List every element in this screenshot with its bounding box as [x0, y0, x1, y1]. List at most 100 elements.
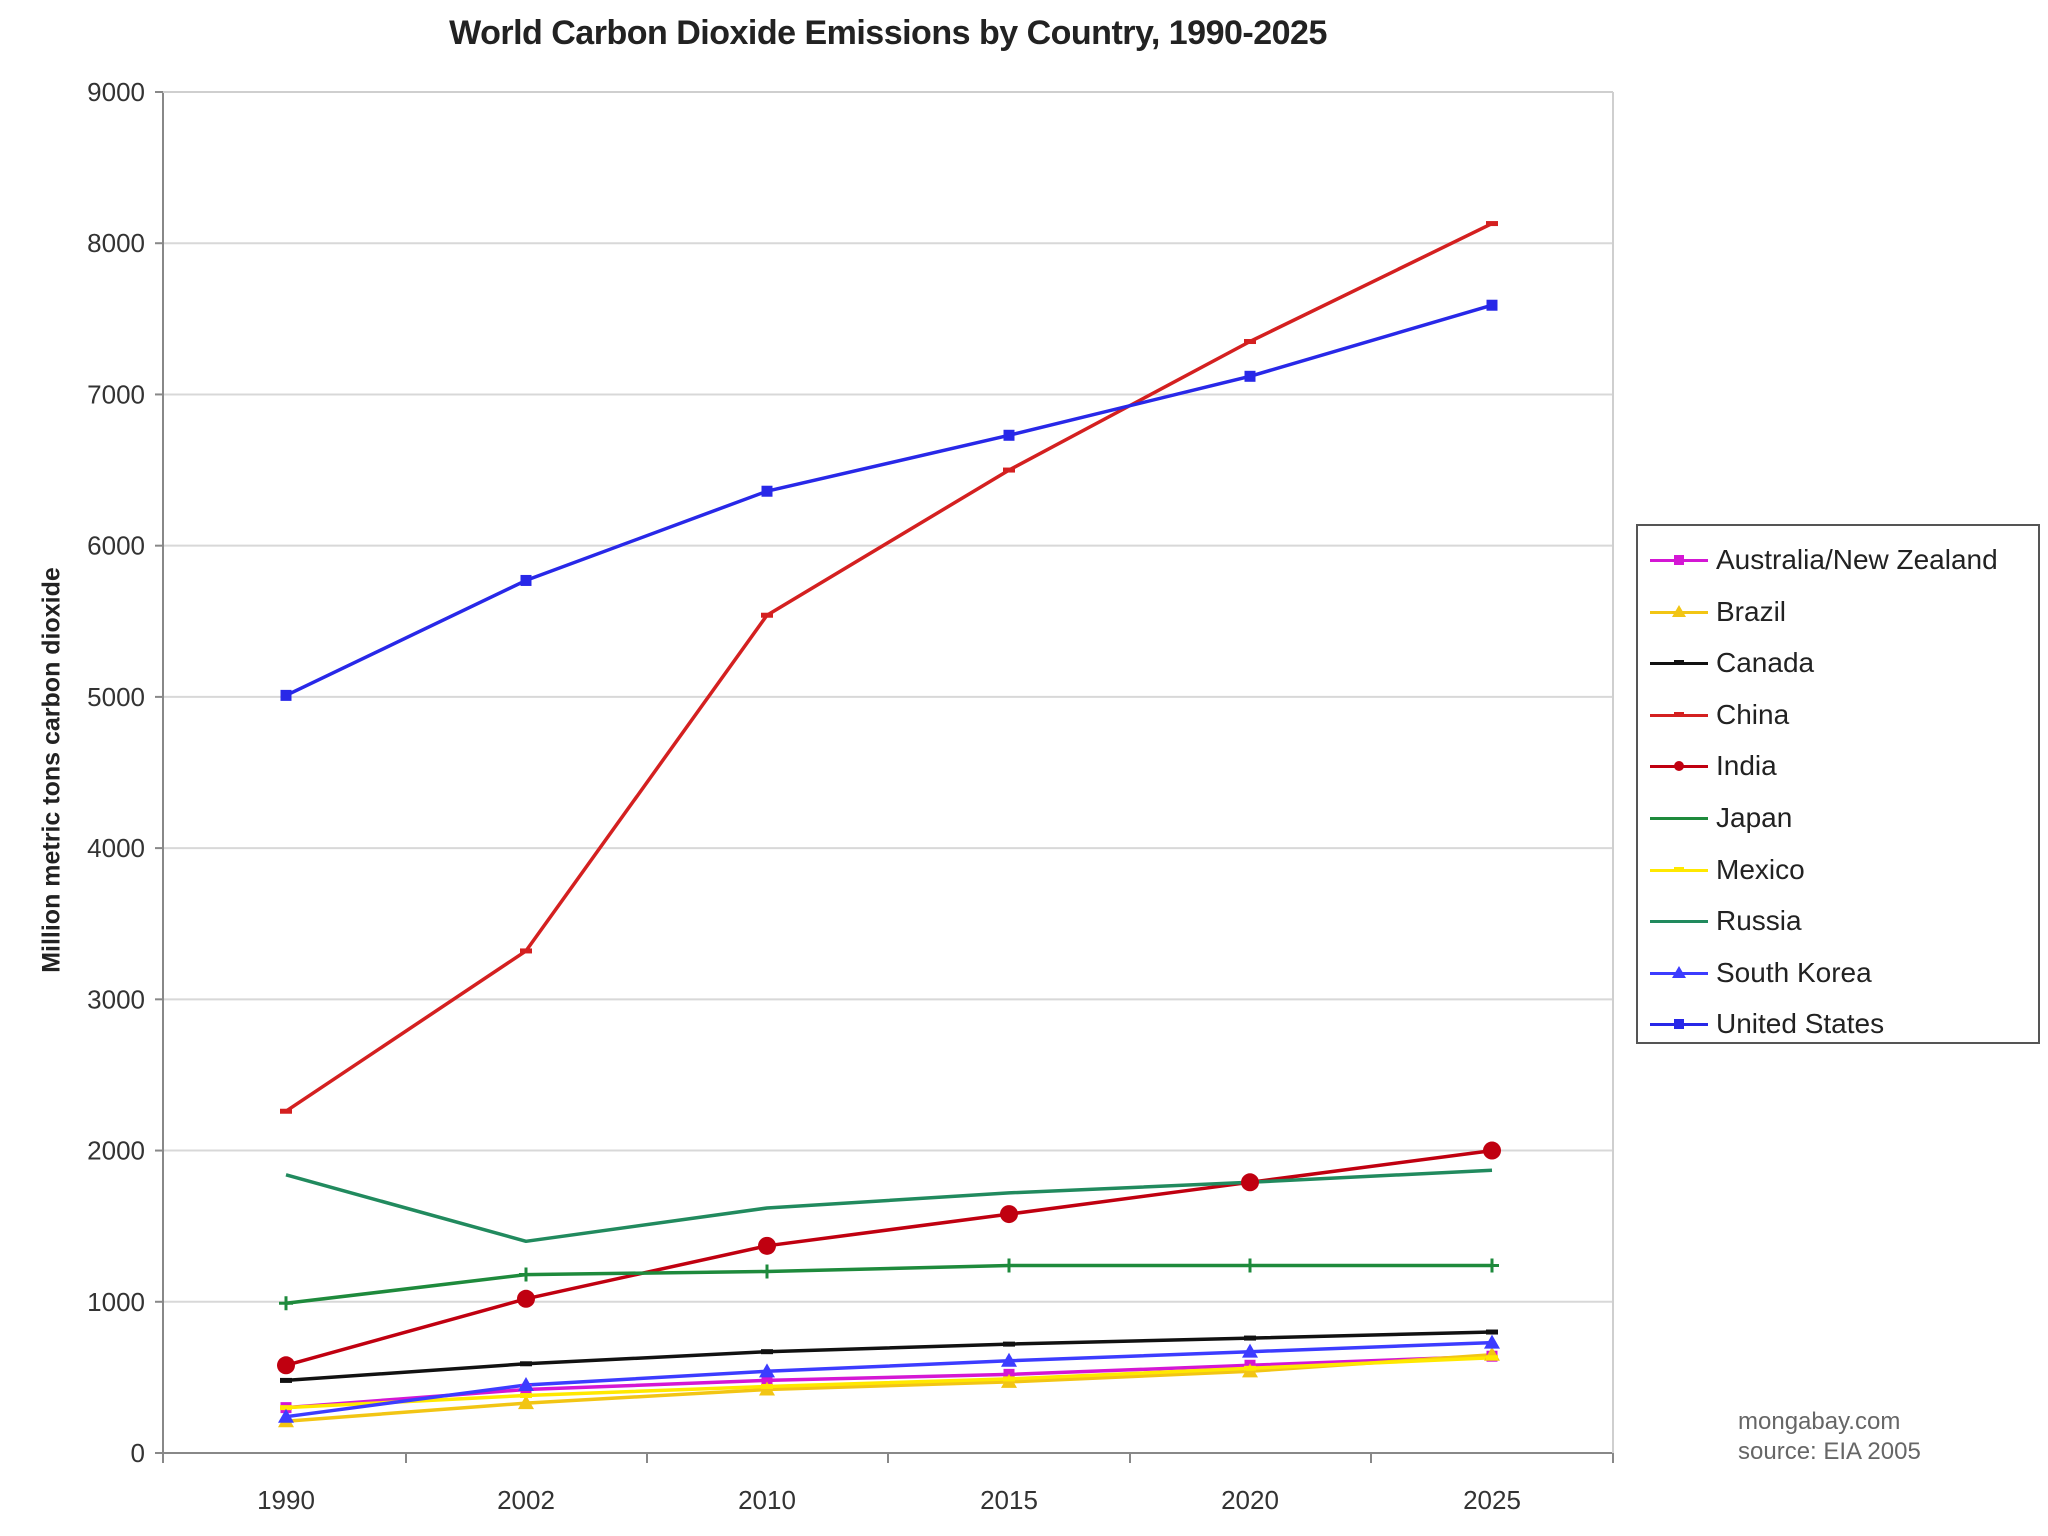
point-australia-new-zealand-2010 — [761, 1374, 773, 1386]
legend-swatch-japan — [1650, 808, 1708, 828]
legend-label: Australia/New Zealand — [1716, 544, 1998, 575]
legend-item-canada: Canada — [1650, 643, 1814, 683]
point-japan-2020 — [1243, 1258, 1257, 1273]
point-japan-2002 — [519, 1267, 533, 1282]
x-tick-label-2002: 2002 — [497, 1485, 555, 1515]
legend-swatch-australia-new-zealand — [1650, 550, 1708, 570]
point-mexico-2002 — [520, 1393, 532, 1399]
series-markers — [277, 221, 1501, 1428]
legend: Australia/New Zealand Brazil Canada China In… — [1636, 524, 2040, 1044]
point-canada-2010 — [761, 1349, 773, 1355]
credit-site: mongabay.com — [1738, 1408, 1901, 1435]
series-line-china — [285, 222, 1493, 1113]
point-india-2020 — [1241, 1173, 1259, 1192]
point-canada-2025 — [1486, 1329, 1498, 1335]
legend-label: China — [1716, 698, 1790, 730]
source-credit: mongabay.com source: EIA 2005 — [1738, 1407, 1921, 1467]
point-canada-2002 — [520, 1361, 532, 1367]
series-line-canada — [285, 1330, 1493, 1383]
point-canada-2020 — [1244, 1335, 1256, 1341]
point-mexico-2025 — [1486, 1355, 1498, 1361]
y-tick-label-2000: 2000 — [87, 1136, 145, 1166]
point-china-2025 — [1486, 221, 1498, 227]
legend-swatch-united-states — [1650, 1014, 1708, 1034]
point-south-korea-2002 — [518, 1376, 534, 1391]
credit-source: source: EIA 2005 — [1738, 1438, 1921, 1465]
legend-item-australia-new-zealand: Australia/New Zealand — [1650, 540, 1998, 580]
legend-item-russia: Russia — [1650, 901, 1802, 941]
legend-item-brazil: Brazil — [1650, 592, 1786, 632]
legend-label: South Korea — [1716, 956, 1872, 988]
point-south-korea-2015 — [1001, 1352, 1017, 1367]
axes — [155, 91, 1614, 1463]
y-tick-label-3000: 3000 — [87, 984, 145, 1014]
legend-item-south-korea: South Korea — [1650, 953, 1872, 993]
legend-swatch-india — [1650, 756, 1708, 776]
point-india-2010 — [758, 1236, 776, 1255]
legend-label: United States — [1716, 1008, 1885, 1040]
point-japan-2010 — [760, 1264, 774, 1279]
x-tick-label-2010: 2010 — [738, 1485, 796, 1515]
point-united-states-2010 — [761, 485, 773, 497]
point-india-2025 — [1483, 1141, 1501, 1160]
legend-swatch-russia — [1650, 911, 1708, 931]
y-tick-label-0: 0 — [131, 1438, 145, 1468]
series-line-south-korea — [285, 1340, 1493, 1419]
legend-label: Canada — [1716, 647, 1815, 679]
point-united-states-2015 — [1003, 429, 1015, 441]
point-mexico-2015 — [1003, 1376, 1015, 1382]
point-china-2020 — [1244, 339, 1256, 345]
y-tick-label-1000: 1000 — [87, 1287, 145, 1317]
series-lines — [285, 222, 1493, 1423]
series-line-russia — [285, 1168, 1493, 1244]
point-china-2002 — [520, 948, 532, 954]
series-line-brazil — [285, 1352, 1493, 1423]
y-tick-label-6000: 6000 — [87, 531, 145, 561]
legend-label: Japan — [1716, 802, 1793, 833]
legend-item-japan: Japan — [1650, 798, 1792, 838]
legend-swatch-canada — [1650, 653, 1708, 673]
point-china-1990 — [280, 1108, 292, 1114]
point-south-korea-2020 — [1242, 1343, 1258, 1358]
legend-label: India — [1716, 750, 1777, 782]
x-tick-label-2020: 2020 — [1221, 1485, 1279, 1515]
legend-swatch-china — [1650, 705, 1708, 725]
point-japan-1990 — [279, 1296, 293, 1311]
y-tick-label-8000: 8000 — [87, 228, 145, 258]
legend-item-china: China — [1650, 695, 1789, 735]
y-tick-label-9000: 9000 — [87, 77, 145, 107]
point-united-states-1990 — [280, 689, 292, 701]
point-united-states-2025 — [1486, 299, 1498, 311]
series-line-australia-new-zealand — [285, 1354, 1493, 1410]
point-mexico-2010 — [761, 1383, 773, 1389]
x-tick-label-2015: 2015 — [980, 1485, 1038, 1515]
point-brazil-2002 — [518, 1395, 534, 1410]
y-tick-label-4000: 4000 — [87, 833, 145, 863]
x-tick-label-1990: 1990 — [257, 1485, 315, 1515]
series-line-united-states — [285, 303, 1493, 697]
point-south-korea-1990 — [278, 1408, 294, 1423]
point-japan-2015 — [1002, 1258, 1016, 1273]
legend-item-mexico: Mexico — [1650, 850, 1805, 890]
x-tick-label-2025: 2025 — [1463, 1485, 1521, 1515]
legend-swatch-brazil — [1650, 602, 1708, 622]
point-mexico-1990 — [280, 1405, 292, 1411]
point-united-states-2020 — [1244, 370, 1256, 382]
point-india-2015 — [1000, 1205, 1018, 1224]
y-tick-label-7000: 7000 — [87, 379, 145, 409]
point-china-2015 — [1003, 467, 1015, 473]
grid-lines — [163, 91, 1613, 1303]
point-china-2010 — [761, 612, 773, 618]
point-south-korea-2025 — [1484, 1334, 1500, 1349]
legend-swatch-south-korea — [1650, 963, 1708, 983]
point-india-2002 — [517, 1289, 535, 1308]
series-line-mexico — [285, 1355, 1493, 1410]
point-india-1990 — [277, 1356, 295, 1375]
y-tick-label-5000: 5000 — [87, 682, 145, 712]
legend-swatch-mexico — [1650, 860, 1708, 880]
point-canada-2015 — [1003, 1341, 1015, 1347]
point-mexico-2020 — [1244, 1365, 1256, 1371]
legend-label: Brazil — [1716, 595, 1787, 627]
point-japan-2025 — [1485, 1258, 1499, 1273]
point-canada-1990 — [280, 1377, 292, 1383]
